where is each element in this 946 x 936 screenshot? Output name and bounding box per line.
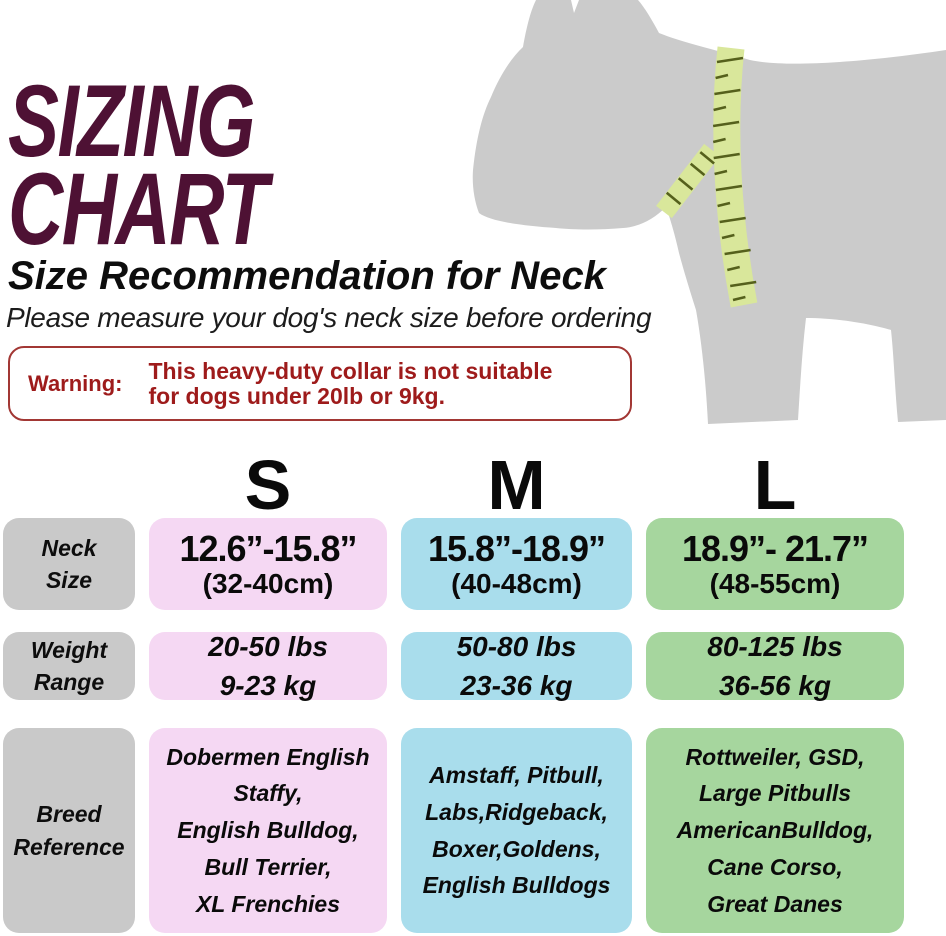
measuring-tape — [656, 46, 758, 308]
dog-silhouette — [472, 0, 946, 424]
warning-message: This heavy-duty collar is not suitable f… — [148, 357, 553, 409]
neck-size-l-cm: (48-55cm) — [709, 567, 841, 599]
warning-label: Warning: — [28, 370, 123, 396]
cell-neck-size-l: 18.9”- 21.7” (48-55cm) — [646, 518, 904, 610]
neck-size-l-inches: 18.9”- 21.7” — [681, 527, 869, 569]
neck-size-s-inches: 12.6”-15.8” — [179, 527, 357, 569]
row-label-neck-size: Neck Size — [3, 518, 135, 610]
dog-illustration-svg — [472, 0, 946, 424]
dog-figure — [446, 0, 946, 435]
row-label-weight-range: Weight Range — [3, 632, 135, 700]
tape-tick-marks — [665, 56, 757, 302]
cell-neck-size-m: 15.8”-18.9” (40-48cm) — [401, 518, 632, 610]
subtitle: Size Recommendation for Neck — [8, 254, 606, 298]
cell-neck-size-s: 12.6”-15.8” (32-40cm) — [149, 518, 387, 610]
warning-box: Warning: This heavy-duty collar is not s… — [8, 346, 632, 421]
cell-breed-l: Rottweiler, GSD, Large Pitbulls American… — [646, 728, 904, 933]
cell-breed-s: Dobermen English Staffy, English Bulldog… — [149, 728, 387, 933]
cell-weight-s: 20-50 lbs 9-23 kg — [149, 631, 387, 701]
cell-breed-m: Amstaff, Pitbull, Labs,Ridgeback, Boxer,… — [401, 728, 632, 933]
neck-size-s-cm: (32-40cm) — [202, 567, 334, 599]
col-header-s: S — [244, 446, 292, 524]
col-header-l: L — [753, 446, 797, 524]
page-title: SIZING CHART — [8, 64, 268, 266]
size-table: S M L Neck Size 12.6”-15.8” (32-40cm) 15… — [3, 446, 908, 933]
neck-size-m-inches: 15.8”-18.9” — [427, 527, 606, 569]
row-label-breed-reference: Breed Reference — [3, 728, 135, 933]
measure-note: Please measure your dog's neck size befo… — [6, 302, 652, 333]
neck-size-m-cm: (40-48cm) — [451, 567, 582, 599]
col-header-m: M — [487, 446, 546, 524]
cell-weight-m: 50-80 lbs 23-36 kg — [401, 631, 632, 701]
cell-weight-l: 80-125 lbs 36-56 kg — [646, 631, 904, 701]
